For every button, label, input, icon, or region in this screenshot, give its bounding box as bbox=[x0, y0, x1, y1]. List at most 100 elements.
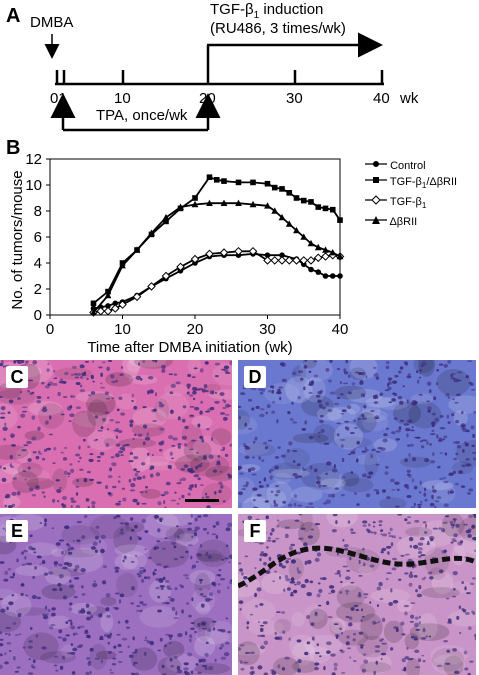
cell-nucleus bbox=[124, 619, 129, 624]
cell-nucleus bbox=[108, 418, 115, 422]
cell-nucleus bbox=[310, 622, 315, 626]
cell-nucleus bbox=[418, 376, 422, 379]
cell-nucleus bbox=[314, 557, 320, 563]
cell-nucleus bbox=[352, 638, 356, 642]
cell-nucleus bbox=[84, 515, 88, 518]
cell-nucleus bbox=[58, 563, 63, 567]
cell-nucleus bbox=[288, 503, 293, 507]
cell-nucleus bbox=[64, 470, 68, 475]
cell-nucleus bbox=[74, 376, 80, 379]
tissue-patch bbox=[421, 587, 461, 599]
cell-nucleus bbox=[387, 382, 390, 387]
cell-nucleus bbox=[94, 657, 100, 660]
cell-nucleus bbox=[409, 657, 414, 660]
tissue-patch bbox=[238, 464, 261, 473]
cell-nucleus bbox=[290, 543, 296, 547]
cell-nucleus bbox=[229, 360, 232, 366]
cell-nucleus bbox=[362, 520, 368, 524]
y-tick-label: 8 bbox=[34, 203, 42, 220]
cell-nucleus bbox=[4, 661, 9, 665]
data-point bbox=[235, 199, 242, 206]
cell-nucleus bbox=[472, 611, 476, 616]
cell-nucleus bbox=[287, 411, 291, 415]
cell-nucleus bbox=[414, 519, 420, 523]
cell-nucleus bbox=[380, 657, 383, 661]
cell-nucleus bbox=[16, 396, 21, 401]
timeline-diagram: 01 10 20 30 40 wk bbox=[44, 32, 419, 132]
cell-nucleus bbox=[171, 541, 176, 545]
cell-nucleus bbox=[340, 412, 345, 415]
cell-nucleus bbox=[201, 388, 206, 393]
cell-nucleus bbox=[331, 672, 336, 675]
cell-nucleus bbox=[474, 637, 476, 641]
data-point bbox=[96, 306, 106, 316]
cell-nucleus bbox=[134, 472, 139, 477]
panel-label-b: B bbox=[6, 137, 21, 159]
cell-nucleus bbox=[159, 637, 163, 642]
cell-nucleus bbox=[333, 666, 338, 671]
cell-nucleus bbox=[329, 391, 336, 395]
cell-nucleus bbox=[276, 519, 280, 522]
cell-nucleus bbox=[434, 505, 437, 508]
cell-nucleus bbox=[194, 630, 197, 634]
cell-nucleus bbox=[419, 480, 422, 485]
cell-nucleus bbox=[224, 403, 231, 408]
cell-nucleus bbox=[284, 533, 289, 539]
cell-nucleus bbox=[94, 549, 98, 554]
cell-nucleus bbox=[240, 667, 245, 671]
cell-nucleus bbox=[100, 548, 105, 554]
cell-nucleus bbox=[361, 615, 365, 618]
cell-nucleus bbox=[380, 652, 387, 656]
cell-nucleus bbox=[334, 572, 340, 575]
cell-nucleus bbox=[467, 360, 473, 362]
cell-nucleus bbox=[191, 535, 194, 538]
cell-nucleus bbox=[279, 362, 285, 366]
cell-nucleus bbox=[102, 361, 106, 364]
cell-nucleus bbox=[451, 538, 456, 542]
data-point bbox=[315, 269, 322, 275]
cell-nucleus bbox=[381, 533, 388, 537]
tissue-patch bbox=[130, 647, 158, 671]
tissue-patch bbox=[330, 618, 346, 634]
cell-nucleus bbox=[260, 551, 265, 554]
cell-nucleus bbox=[2, 426, 8, 431]
cell-nucleus bbox=[47, 608, 51, 613]
tissue-patch bbox=[241, 598, 277, 623]
cell-nucleus bbox=[452, 470, 456, 474]
cell-nucleus bbox=[447, 490, 450, 495]
cell-nucleus bbox=[361, 668, 366, 673]
tissue-patch bbox=[291, 611, 305, 627]
cell-nucleus bbox=[464, 463, 470, 467]
cell-nucleus bbox=[224, 641, 230, 645]
cell-nucleus bbox=[131, 393, 135, 398]
cell-nucleus bbox=[133, 661, 138, 665]
cell-nucleus bbox=[394, 481, 400, 485]
cell-nucleus bbox=[387, 551, 390, 555]
cell-nucleus bbox=[426, 440, 429, 445]
tissue-patch bbox=[11, 468, 51, 483]
cell-nucleus bbox=[450, 374, 454, 378]
cell-nucleus bbox=[31, 594, 37, 599]
cell-nucleus bbox=[340, 444, 344, 448]
cell-nucleus bbox=[353, 419, 356, 423]
cell-nucleus bbox=[105, 411, 110, 414]
cell-nucleus bbox=[215, 463, 221, 466]
cell-nucleus bbox=[463, 650, 468, 655]
tissue-patch bbox=[2, 462, 23, 475]
cell-nucleus bbox=[409, 571, 413, 575]
cell-nucleus bbox=[77, 626, 81, 629]
cell-nucleus bbox=[126, 626, 130, 629]
cell-nucleus bbox=[10, 465, 15, 469]
cell-nucleus bbox=[452, 648, 457, 652]
cell-nucleus bbox=[70, 497, 74, 501]
cell-nucleus bbox=[271, 385, 275, 389]
cell-nucleus bbox=[153, 408, 157, 412]
cell-nucleus bbox=[168, 373, 174, 376]
cell-nucleus bbox=[391, 380, 398, 384]
cell-nucleus bbox=[353, 632, 357, 636]
cell-nucleus bbox=[339, 580, 343, 584]
cell-nucleus bbox=[313, 360, 318, 363]
cell-nucleus bbox=[206, 531, 209, 535]
cell-nucleus bbox=[161, 664, 165, 669]
cell-nucleus bbox=[245, 584, 248, 588]
